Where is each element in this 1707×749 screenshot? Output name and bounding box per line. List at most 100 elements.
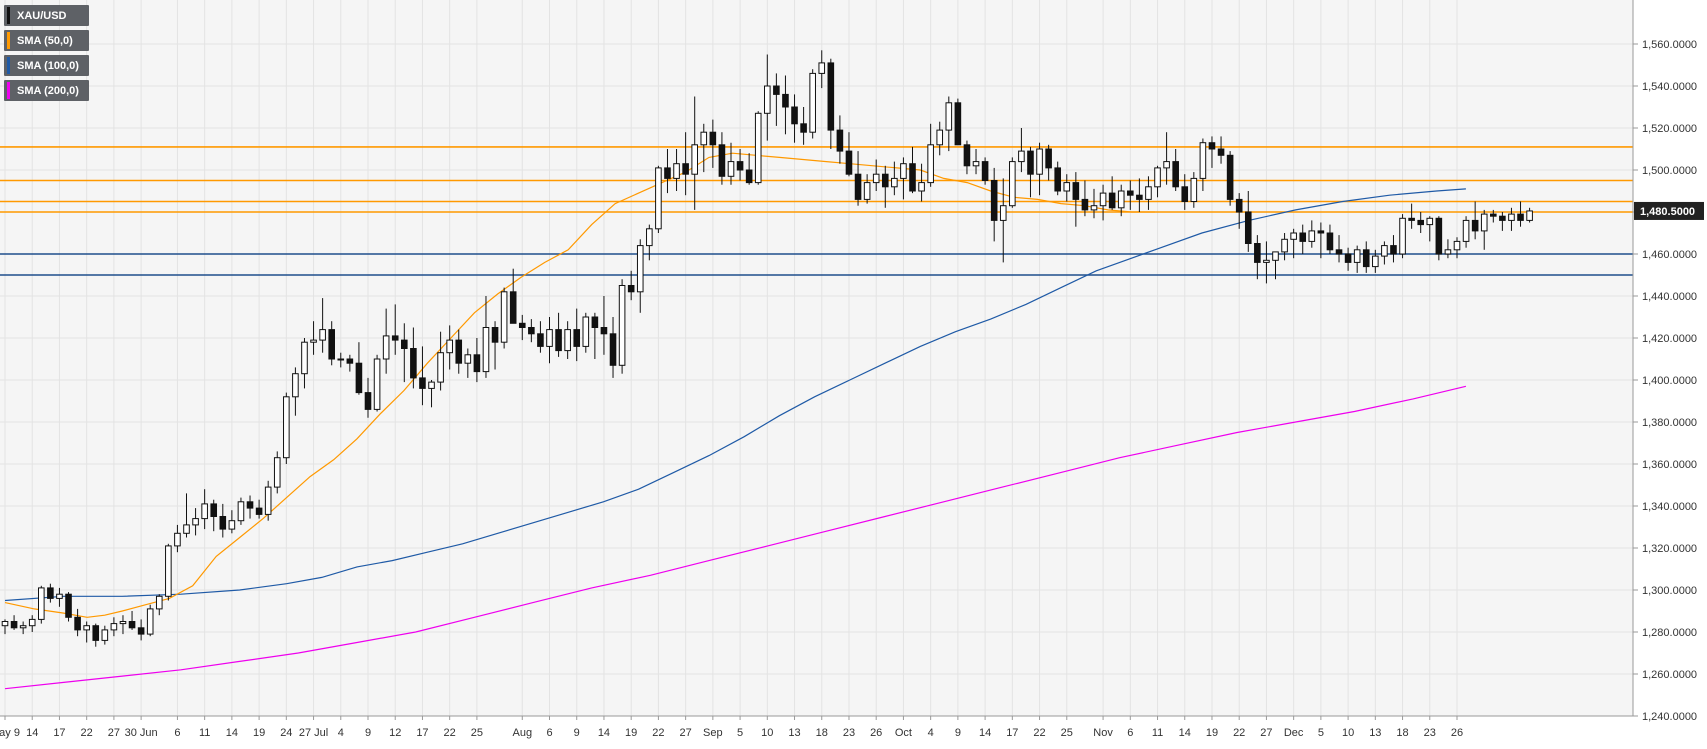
candle-down xyxy=(1045,148,1052,169)
candle-up xyxy=(1099,192,1107,207)
candle-down xyxy=(791,106,798,125)
candle-up xyxy=(83,625,90,631)
candle-down xyxy=(128,621,136,629)
candle-up xyxy=(727,161,735,177)
sma-200-line xyxy=(4,385,1467,690)
candle-up xyxy=(582,316,590,347)
candle-down xyxy=(963,144,971,167)
candle-up xyxy=(655,167,662,230)
candle-down xyxy=(800,123,807,133)
legend-item-sma-50[interactable]: SMA (50,0) xyxy=(4,30,89,51)
legend-item-xauusd[interactable]: XAU/USD xyxy=(4,5,89,26)
candle-up xyxy=(56,593,63,599)
candle-down xyxy=(1226,154,1234,200)
y-tick-label: 1,280.0000 xyxy=(1642,627,1697,639)
candle-up xyxy=(999,205,1007,221)
candle-up xyxy=(201,503,208,520)
x-tick-label: 26 xyxy=(1451,727,1463,739)
x-tick-label: 22 xyxy=(1233,727,1245,739)
x-tick-label: 14 xyxy=(1179,727,1191,739)
candle-down xyxy=(1181,186,1189,203)
legend-label: SMA (200,0) xyxy=(17,84,79,97)
legend: XAU/USD SMA (50,0) SMA (100,0) SMA (200,… xyxy=(4,5,89,105)
x-tick-label: 5 xyxy=(737,727,743,739)
y-tick-label: 1,260.0000 xyxy=(1642,669,1697,681)
y-tick-label: 1,460.0000 xyxy=(1642,249,1697,261)
y-tick-label: 1,500.0000 xyxy=(1642,165,1697,177)
candle-down xyxy=(1317,230,1325,234)
candle-down xyxy=(990,180,998,221)
last-price-tag-bg xyxy=(1634,201,1704,220)
candle-down xyxy=(682,163,689,175)
candle-up xyxy=(446,339,453,354)
x-tick-label: 18 xyxy=(816,727,828,739)
candle-down xyxy=(1517,213,1524,221)
x-tick-label: 9 xyxy=(365,727,371,739)
x-tick-label: Nov xyxy=(1093,727,1113,739)
legend-item-sma-100[interactable]: SMA (100,0) xyxy=(4,55,89,76)
candle-down xyxy=(1344,253,1352,263)
candle-down xyxy=(355,362,363,394)
candle-up xyxy=(1190,177,1198,202)
candle-down xyxy=(827,62,835,131)
candle-up xyxy=(146,608,154,635)
candle-down xyxy=(881,173,889,188)
x-tick-label: Aug xyxy=(512,727,532,739)
candle-down xyxy=(1072,182,1080,200)
candle-down xyxy=(845,150,853,175)
candle-down xyxy=(954,102,962,146)
candle-down xyxy=(509,291,517,324)
candle-up xyxy=(863,182,871,200)
candle-up xyxy=(155,595,163,610)
candle-up xyxy=(373,358,381,410)
candle-up xyxy=(174,532,181,547)
candle-down xyxy=(600,327,608,335)
candle-up xyxy=(38,587,45,620)
candle-up xyxy=(927,144,934,184)
candle-down xyxy=(92,625,100,641)
candle-down xyxy=(528,327,535,335)
candle-up xyxy=(273,457,281,488)
candle-up xyxy=(1063,182,1071,192)
candle-down xyxy=(1208,142,1216,150)
legend-item-sma-200[interactable]: SMA (200,0) xyxy=(4,80,89,101)
legend-swatch xyxy=(7,57,10,74)
x-tick-label: 14 xyxy=(979,727,991,739)
candle-up xyxy=(754,112,762,184)
candle-up xyxy=(19,625,27,629)
candle-up xyxy=(337,358,345,361)
y-tick-label: 1,300.0000 xyxy=(1642,585,1697,597)
candle-up xyxy=(618,285,626,366)
candle-down xyxy=(1172,161,1179,188)
candle-up xyxy=(228,520,236,530)
candle-down xyxy=(709,131,717,146)
candle-down xyxy=(219,516,227,530)
x-tick-label: Oct xyxy=(895,727,912,739)
candle-down xyxy=(1244,211,1252,244)
candle-up xyxy=(1381,245,1388,257)
candle-down xyxy=(854,173,862,200)
x-tick-label: 9 xyxy=(955,727,961,739)
candle-up xyxy=(945,102,953,131)
candle-down xyxy=(1081,198,1089,211)
candle-down xyxy=(391,335,399,341)
y-tick-label: 1,420.0000 xyxy=(1642,333,1697,345)
x-tick-label: 17 xyxy=(416,727,428,739)
candle-down xyxy=(609,333,617,366)
candle-down xyxy=(255,507,263,515)
x-tick-label: 19 xyxy=(1206,727,1218,739)
candle-down xyxy=(981,161,989,182)
candle-down xyxy=(664,167,671,179)
candle-up xyxy=(1163,161,1170,169)
sma-lines xyxy=(4,152,1467,690)
x-tick-label: 14 xyxy=(226,727,238,739)
candle-up xyxy=(192,518,199,526)
candles xyxy=(1,50,1533,647)
x-tick-label: 6 xyxy=(546,727,552,739)
candle-down xyxy=(1217,148,1225,156)
candle-down xyxy=(410,348,417,379)
x-tick-label: 4 xyxy=(928,727,934,739)
last-price-tag: 1,480.5000 xyxy=(1634,201,1704,220)
x-tick-label: 13 xyxy=(1369,727,1381,739)
